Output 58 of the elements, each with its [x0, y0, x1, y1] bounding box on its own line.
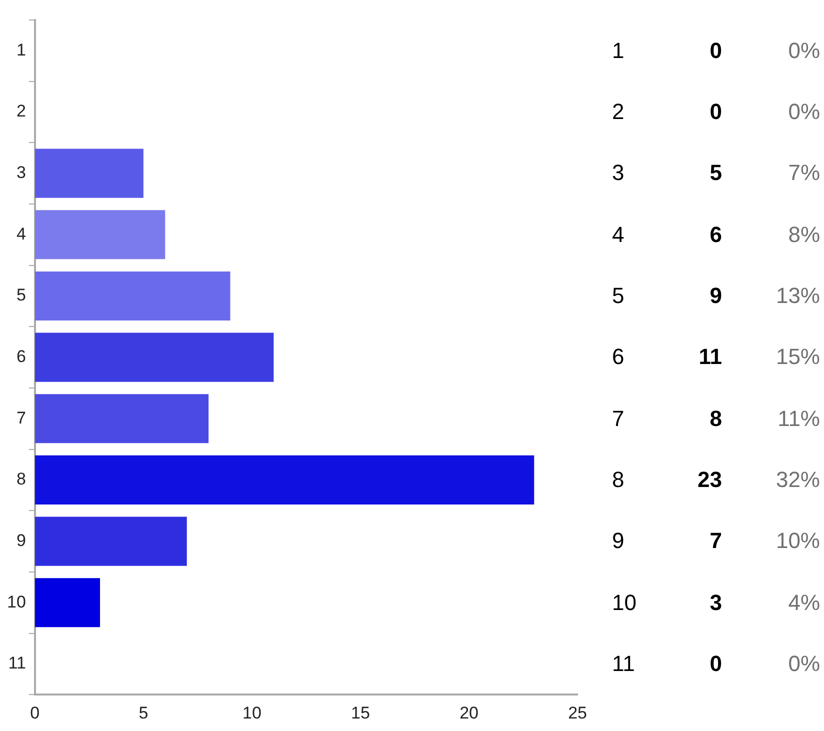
category-label: 3 [612, 160, 624, 186]
category-label: 7 [612, 406, 624, 431]
y-tick-label: 5 [16, 286, 26, 305]
category-label: 8 [612, 466, 624, 492]
category-label: 2 [612, 98, 624, 124]
text: 15% [776, 344, 820, 370]
y-tick-label: 1 [16, 40, 26, 60]
data-label: 23 [698, 466, 722, 493]
data-label: 6 [710, 222, 722, 248]
bar [34, 394, 209, 444]
x-tick-label: 0 [30, 703, 40, 722]
y-tick-label: 9 [16, 530, 26, 550]
y-tick-label: 11 [8, 654, 26, 673]
bar [34, 332, 274, 382]
text: 0% [788, 650, 820, 677]
x-tick-label: 20 [460, 703, 478, 722]
x-tick-label: 10 [242, 703, 262, 722]
category-label: 1 [612, 38, 624, 63]
bar [34, 516, 187, 566]
category-label: 9 [612, 528, 624, 554]
category-label: 11 [612, 650, 635, 676]
bar [34, 271, 230, 321]
text: 10% [776, 528, 820, 554]
y-tick-label: 10 [6, 592, 26, 612]
data-label: 0 [710, 650, 722, 677]
text: 4% [788, 590, 820, 616]
x-tick-label: 25 [568, 703, 588, 722]
y-tick-label: 6 [16, 346, 26, 366]
category-label: 4 [612, 222, 624, 247]
data-label: 9 [710, 282, 722, 309]
text: 13% [776, 282, 820, 309]
text: 32% [776, 466, 820, 493]
bar [34, 210, 166, 260]
category-label: 10 [612, 590, 636, 615]
data-label: 8 [710, 406, 722, 432]
x-tick-label: 15 [351, 703, 370, 722]
text: 11% [778, 406, 820, 432]
text: 7% [788, 160, 820, 186]
text: 0% [788, 38, 820, 64]
data-label: 5 [710, 160, 722, 186]
bar [34, 578, 100, 628]
category-label: 5 [612, 282, 624, 308]
data-label: 11 [698, 344, 722, 370]
y-tick-label: 8 [16, 470, 26, 489]
bar [34, 148, 144, 198]
x-tick-label: 5 [138, 703, 148, 722]
data-label: 0 [710, 38, 722, 64]
y-tick-label: 2 [16, 102, 26, 121]
text: 0% [788, 98, 820, 125]
data-label: 0 [710, 98, 722, 125]
data-label: 3 [710, 590, 722, 616]
bar [34, 455, 534, 504]
y-tick-label: 7 [16, 408, 26, 428]
y-tick-label: 4 [16, 224, 26, 244]
data-label: 7 [710, 528, 722, 554]
y-tick-label: 3 [16, 163, 26, 182]
category-label: 6 [612, 344, 624, 370]
text: 8% [788, 222, 820, 248]
